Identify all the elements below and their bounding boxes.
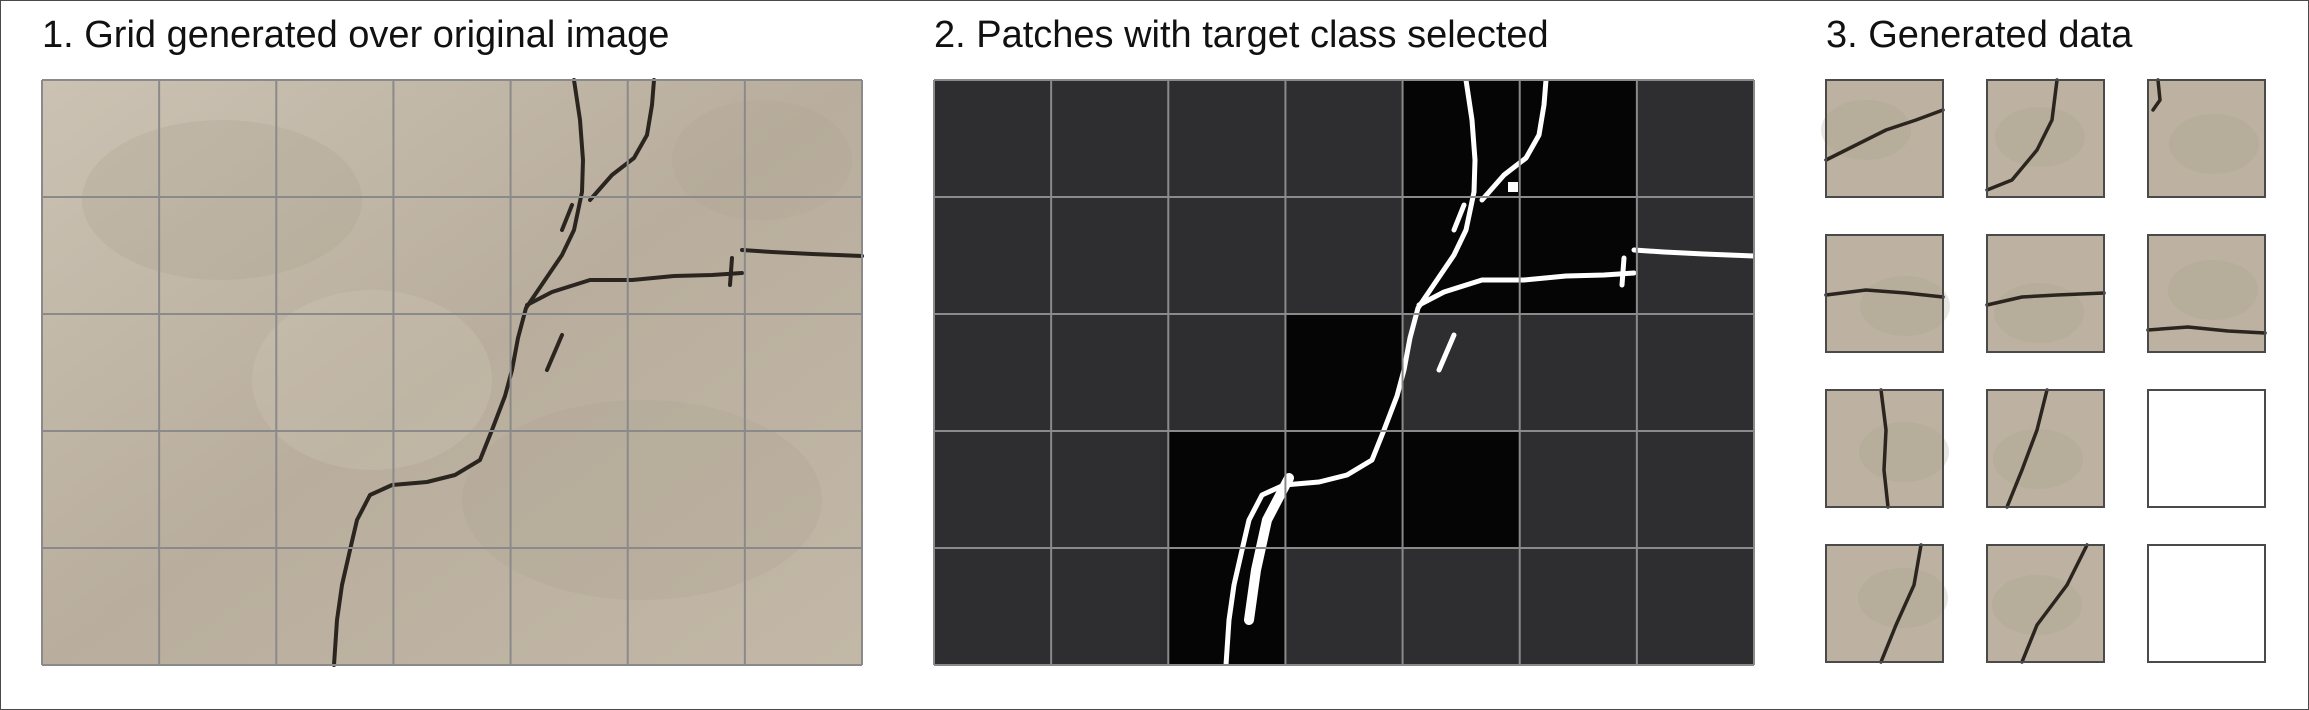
selected-patch <box>1519 197 1637 314</box>
selected-patch <box>1285 314 1403 431</box>
original-image <box>42 78 864 667</box>
generated-patch <box>1825 543 1948 664</box>
generated-patch <box>1985 78 2105 198</box>
generated-patch <box>2146 234 2267 353</box>
generated-patch <box>1821 79 1945 198</box>
generated-patch <box>2147 78 2266 198</box>
grid-overlay-2 <box>933 79 1755 666</box>
empty-slot <box>2147 544 2266 663</box>
mask-image <box>934 80 1754 665</box>
panel-2-title: 2. Patches with target class selected <box>934 14 1549 56</box>
generated-patch <box>1985 234 2106 353</box>
grid-overlay-1 <box>41 79 863 666</box>
generated-tiles <box>1821 78 2267 664</box>
panel-1-title: 1. Grid generated over original image <box>42 14 670 56</box>
selected-patches <box>1168 80 1637 665</box>
generated-patch <box>1825 388 1949 509</box>
generated-patch <box>1824 234 1950 353</box>
selected-patch <box>1285 431 1403 548</box>
generated-patch <box>1986 543 2105 664</box>
selected-patch <box>1402 431 1520 548</box>
panel-3-title: 3. Generated data <box>1826 14 2133 56</box>
empty-slot <box>2147 389 2266 508</box>
generated-patch <box>1986 388 2105 509</box>
crack-mask <box>1226 80 1754 665</box>
